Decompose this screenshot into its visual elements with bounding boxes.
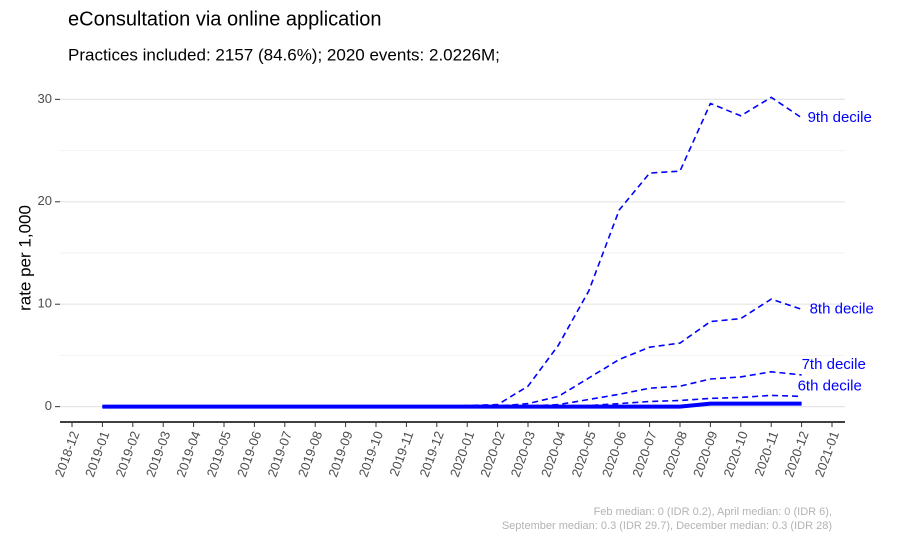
footnote: September median: 0.3 (IDR 29.7), Decemb… bbox=[502, 520, 832, 532]
x-tick-label: 2019-03 bbox=[143, 429, 173, 479]
series-label: 9th decile bbox=[808, 109, 872, 126]
x-tick-label: 2020-11 bbox=[751, 429, 781, 478]
x-tick-label: 2020-06 bbox=[599, 429, 629, 479]
series-label: 6th decile bbox=[798, 377, 862, 394]
x-tick-label: 2021-01 bbox=[812, 429, 842, 479]
x-tick-label: 2018-12 bbox=[52, 429, 82, 479]
y-tick-label: 20 bbox=[38, 193, 52, 208]
x-tick-label: 2019-12 bbox=[416, 429, 446, 479]
x-tick-label: 2020-10 bbox=[720, 429, 750, 479]
x-tick-label: 2020-02 bbox=[477, 429, 507, 479]
x-tick-label: 2020-01 bbox=[447, 429, 477, 479]
x-tick-label: 2019-06 bbox=[234, 429, 264, 479]
chart-subtitle: Practices included: 2157 (84.6%); 2020 e… bbox=[68, 45, 500, 64]
x-tick-label: 2019-07 bbox=[264, 429, 294, 479]
x-tick-label: 2020-05 bbox=[568, 429, 598, 479]
x-tick-label: 2019-05 bbox=[204, 429, 234, 479]
footnote: Feb median: 0 (IDR 0.2), April median: 0… bbox=[594, 506, 832, 518]
x-tick-label: 2020-07 bbox=[629, 429, 659, 479]
x-tick-label: 2019-10 bbox=[356, 429, 386, 479]
decile-line bbox=[102, 394, 802, 408]
x-tick-label: 2019-01 bbox=[82, 429, 112, 479]
x-tick-label: 2019-09 bbox=[325, 429, 355, 479]
decile-line bbox=[102, 298, 802, 408]
x-tick-label: 2020-08 bbox=[660, 429, 690, 479]
decile-line bbox=[102, 370, 802, 408]
y-tick-label: 30 bbox=[38, 91, 52, 106]
x-tick-label: 2020-12 bbox=[781, 429, 811, 479]
x-tick-label: 2019-04 bbox=[173, 429, 203, 479]
series-label: 8th decile bbox=[810, 300, 874, 317]
x-tick-label: 2020-03 bbox=[508, 429, 538, 479]
x-tick-label: 2019-11 bbox=[386, 429, 416, 478]
median-line bbox=[102, 401, 802, 409]
x-tick-label: 2020-04 bbox=[538, 429, 568, 479]
decile-line bbox=[102, 96, 803, 408]
y-axis-label: rate per 1,000 bbox=[15, 205, 34, 311]
x-tick-label: 2019-02 bbox=[112, 429, 142, 479]
y-tick-label: 0 bbox=[45, 398, 52, 413]
chart-title: eConsultation via online application bbox=[68, 8, 382, 30]
y-tick-label: 10 bbox=[38, 296, 52, 311]
x-tick-label: 2019-08 bbox=[295, 429, 325, 479]
x-tick-label: 2020-09 bbox=[690, 429, 720, 479]
series-label: 7th decile bbox=[802, 356, 866, 373]
